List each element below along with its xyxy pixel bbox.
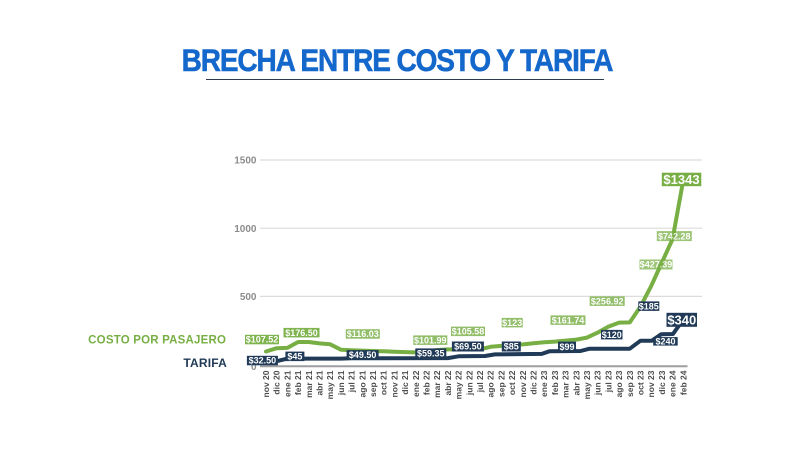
svg-text:may 22: may 22 bbox=[454, 370, 464, 399]
svg-text:$59.35: $59.35 bbox=[417, 349, 445, 359]
svg-text:$120: $120 bbox=[602, 330, 622, 340]
svg-text:abr 21: abr 21 bbox=[315, 370, 325, 395]
svg-text:$99: $99 bbox=[559, 342, 574, 352]
svg-text:feb 24: feb 24 bbox=[678, 370, 688, 395]
svg-text:may 23: may 23 bbox=[582, 370, 592, 399]
svg-text:$240: $240 bbox=[655, 337, 675, 347]
svg-text:sep 21: sep 21 bbox=[368, 370, 378, 397]
svg-text:dic 20: dic 20 bbox=[272, 370, 282, 394]
svg-text:sep 22: sep 22 bbox=[496, 370, 506, 397]
svg-text:jun 23: jun 23 bbox=[593, 370, 603, 396]
svg-text:$107.52: $107.52 bbox=[246, 335, 279, 345]
svg-text:ene 23: ene 23 bbox=[539, 370, 549, 397]
svg-text:ene 21: ene 21 bbox=[282, 370, 292, 397]
svg-text:oct 23: oct 23 bbox=[636, 370, 646, 395]
svg-text:oct 21: oct 21 bbox=[379, 370, 389, 395]
svg-text:nov 21: nov 21 bbox=[389, 370, 399, 397]
svg-text:jun 22: jun 22 bbox=[464, 370, 474, 396]
svg-text:$742.28: $742.28 bbox=[658, 231, 691, 241]
svg-text:$49.50: $49.50 bbox=[349, 350, 377, 360]
svg-text:0: 0 bbox=[251, 362, 257, 373]
svg-text:nov 22: nov 22 bbox=[518, 370, 528, 397]
svg-text:$69.50: $69.50 bbox=[454, 342, 482, 352]
svg-text:$176.50: $176.50 bbox=[285, 328, 318, 338]
svg-text:$1343: $1343 bbox=[663, 172, 699, 187]
svg-text:ago 21: ago 21 bbox=[357, 370, 367, 397]
svg-text:nov 23: nov 23 bbox=[646, 370, 656, 397]
svg-text:sep 23: sep 23 bbox=[625, 370, 635, 397]
svg-text:1000: 1000 bbox=[234, 224, 257, 235]
svg-text:dic 21: dic 21 bbox=[400, 370, 410, 394]
svg-text:ago 23: ago 23 bbox=[614, 370, 624, 397]
svg-text:COSTO POR PASAJERO: COSTO POR PASAJERO bbox=[88, 335, 226, 347]
svg-text:abr 23: abr 23 bbox=[571, 370, 581, 395]
svg-text:$185: $185 bbox=[639, 301, 659, 311]
svg-text:$45: $45 bbox=[287, 352, 302, 362]
svg-text:feb 22: feb 22 bbox=[422, 370, 432, 395]
svg-text:feb 23: feb 23 bbox=[550, 370, 560, 395]
svg-text:dic 23: dic 23 bbox=[657, 370, 667, 394]
svg-text:dic 22: dic 22 bbox=[529, 370, 539, 394]
svg-text:$105.58: $105.58 bbox=[452, 327, 485, 337]
svg-text:feb 21: feb 21 bbox=[293, 370, 303, 395]
svg-text:mar 21: mar 21 bbox=[304, 370, 314, 398]
svg-text:TARIFA: TARIFA bbox=[183, 356, 227, 370]
svg-text:$32.50: $32.50 bbox=[249, 356, 277, 366]
svg-text:$116.03: $116.03 bbox=[347, 329, 379, 339]
svg-text:1500: 1500 bbox=[234, 156, 257, 167]
svg-text:mar 22: mar 22 bbox=[432, 370, 442, 398]
svg-text:nov 20: nov 20 bbox=[261, 370, 271, 397]
svg-text:$123: $123 bbox=[502, 318, 522, 328]
svg-text:$256.92: $256.92 bbox=[591, 296, 624, 306]
svg-text:$161.74: $161.74 bbox=[552, 315, 585, 325]
svg-text:jul 23: jul 23 bbox=[603, 370, 613, 393]
svg-text:$101.99: $101.99 bbox=[414, 335, 447, 345]
svg-text:mar 23: mar 23 bbox=[561, 370, 571, 398]
svg-text:ene 22: ene 22 bbox=[411, 370, 421, 397]
svg-text:500: 500 bbox=[240, 292, 257, 303]
svg-text:ene 24: ene 24 bbox=[668, 370, 678, 397]
svg-text:jul 22: jul 22 bbox=[475, 370, 485, 393]
svg-text:$427.39: $427.39 bbox=[640, 260, 673, 270]
svg-text:abr 22: abr 22 bbox=[443, 370, 453, 395]
svg-text:$340: $340 bbox=[667, 313, 696, 328]
svg-text:ago 22: ago 22 bbox=[486, 370, 496, 397]
svg-text:$85: $85 bbox=[504, 342, 519, 352]
svg-text:may 21: may 21 bbox=[325, 370, 335, 399]
svg-text:oct 22: oct 22 bbox=[507, 370, 517, 395]
svg-text:jul 21: jul 21 bbox=[347, 370, 357, 393]
svg-text:jun 21: jun 21 bbox=[336, 370, 346, 396]
